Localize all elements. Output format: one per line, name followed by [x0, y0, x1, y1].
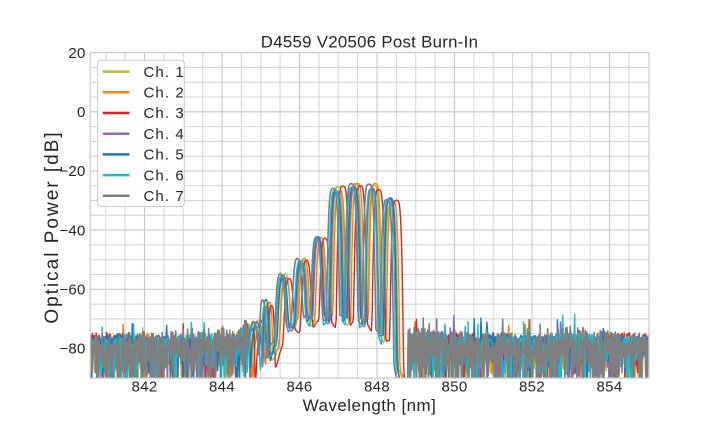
svg-text:D4559 V20506 Post Burn-In: D4559 V20506 Post Burn-In: [261, 33, 478, 52]
svg-text:Ch. 1: Ch. 1: [144, 64, 185, 81]
svg-text:852: 852: [519, 379, 545, 396]
svg-text:−20: −20: [59, 163, 85, 180]
svg-text:846: 846: [287, 379, 313, 396]
svg-text:0: 0: [77, 104, 86, 121]
svg-text:848: 848: [364, 379, 390, 396]
svg-text:−80: −80: [59, 341, 85, 358]
svg-text:844: 844: [209, 379, 235, 396]
svg-text:Ch. 2: Ch. 2: [144, 85, 185, 102]
svg-text:Ch. 7: Ch. 7: [144, 188, 185, 205]
svg-text:−60: −60: [59, 282, 85, 299]
svg-text:Ch. 4: Ch. 4: [144, 126, 185, 143]
svg-text:842: 842: [132, 379, 158, 396]
svg-text:Optical Power [dB]: Optical Power [dB]: [42, 130, 63, 323]
svg-text:Ch. 6: Ch. 6: [144, 167, 185, 184]
svg-text:850: 850: [442, 379, 468, 396]
svg-text:Wavelength [nm]: Wavelength [nm]: [303, 396, 437, 415]
svg-text:Ch. 5: Ch. 5: [144, 147, 185, 164]
svg-text:854: 854: [597, 379, 623, 396]
svg-text:Ch. 3: Ch. 3: [144, 105, 185, 122]
svg-text:20: 20: [68, 45, 85, 62]
svg-text:−40: −40: [59, 222, 85, 239]
